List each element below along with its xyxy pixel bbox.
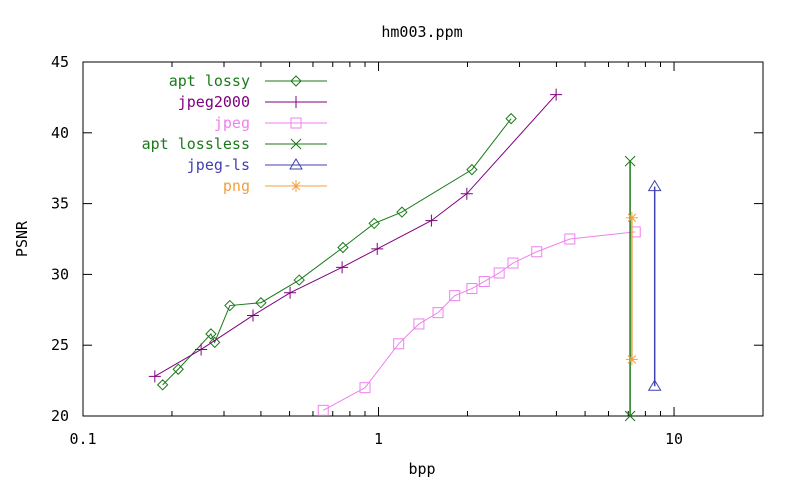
diamond-marker [293, 274, 305, 286]
star-marker [625, 353, 638, 366]
square-marker [359, 382, 371, 394]
x-axis-label: bpp [408, 460, 435, 478]
series-png [625, 211, 638, 366]
square-marker [564, 233, 576, 245]
y-tick-label: 30 [51, 265, 69, 283]
diamond-marker [205, 328, 217, 340]
square-marker [317, 404, 329, 416]
y-axis-label: PSNR [13, 220, 31, 257]
plus-marker [284, 286, 297, 299]
legend-label: jpeg [214, 114, 250, 132]
square-marker [478, 275, 490, 287]
plus-marker [460, 187, 473, 200]
star-marker [290, 180, 302, 192]
y-tick-label: 40 [51, 124, 69, 142]
series-apt-lossless [624, 155, 636, 422]
y-tick-label: 20 [51, 407, 69, 425]
y-tick-label: 45 [51, 53, 69, 71]
plus-marker [336, 261, 349, 274]
legend-item: jpeg-ls [187, 156, 327, 174]
diamond-marker [337, 241, 349, 254]
diamond-marker [290, 75, 302, 87]
plus-marker [195, 343, 208, 356]
square-marker [493, 267, 505, 279]
y-tick-label: 25 [51, 336, 69, 354]
diamond-marker [156, 379, 169, 391]
y-tick-label: 35 [51, 195, 69, 213]
diamond-marker [224, 299, 236, 312]
square-marker [507, 257, 519, 269]
diamond-marker [466, 163, 478, 176]
series-jpeg [317, 226, 641, 416]
square-marker [531, 246, 543, 258]
diamond-marker [505, 112, 517, 125]
diamond-marker [172, 363, 184, 375]
plus-marker [550, 88, 563, 101]
triangle-marker [647, 379, 662, 391]
legend-label: jpeg2000 [178, 93, 250, 111]
series-line [322, 231, 636, 411]
plot-area-frame [82, 61, 764, 417]
legend-label: jpeg-ls [187, 156, 250, 174]
plus-marker [246, 309, 259, 322]
legend-item: apt lossy [169, 72, 327, 90]
series-jpeg-ls [647, 179, 662, 391]
x-tick-label: 10 [665, 430, 683, 448]
x-marker [624, 410, 636, 422]
square-marker [449, 290, 461, 302]
legend: apt lossy jpeg2000 jpeg apt lossless jpeg-ls… [142, 72, 327, 195]
diamond-marker [208, 336, 221, 349]
square-marker [432, 307, 444, 319]
legend-item: jpeg2000 [178, 93, 327, 111]
legend-item: png [223, 177, 327, 195]
chart-title: hm003.ppm [381, 23, 462, 41]
series-apt-lossy [156, 112, 517, 391]
square-marker [290, 117, 302, 129]
square-marker [466, 283, 478, 295]
square-marker [393, 338, 405, 350]
legend-label: png [223, 177, 250, 195]
legend-item: jpeg [214, 114, 327, 132]
legend-item: apt lossless [142, 135, 327, 153]
diamond-marker [368, 217, 380, 230]
x-tick-label: 0.1 [69, 430, 96, 448]
star-marker [625, 211, 638, 224]
legend-label: apt lossy [169, 72, 250, 90]
series-jpeg2000 [148, 88, 563, 383]
square-marker [413, 318, 425, 330]
triangle-marker [289, 158, 303, 170]
diamond-marker [255, 297, 267, 309]
plus-marker [148, 370, 161, 383]
x-tick-label: 1 [374, 430, 383, 448]
plus-marker [290, 96, 302, 108]
series-line [162, 118, 512, 386]
x-marker [290, 138, 302, 150]
plus-marker [371, 242, 384, 255]
triangle-marker [647, 179, 662, 192]
series-group [148, 88, 662, 422]
plus-marker [425, 214, 438, 227]
diamond-marker [396, 206, 408, 218]
x-marker [624, 155, 636, 167]
legend-label: apt lossless [142, 135, 250, 153]
axes: 20 25 30 35 40 45 0.1 1 10 [51, 53, 764, 448]
